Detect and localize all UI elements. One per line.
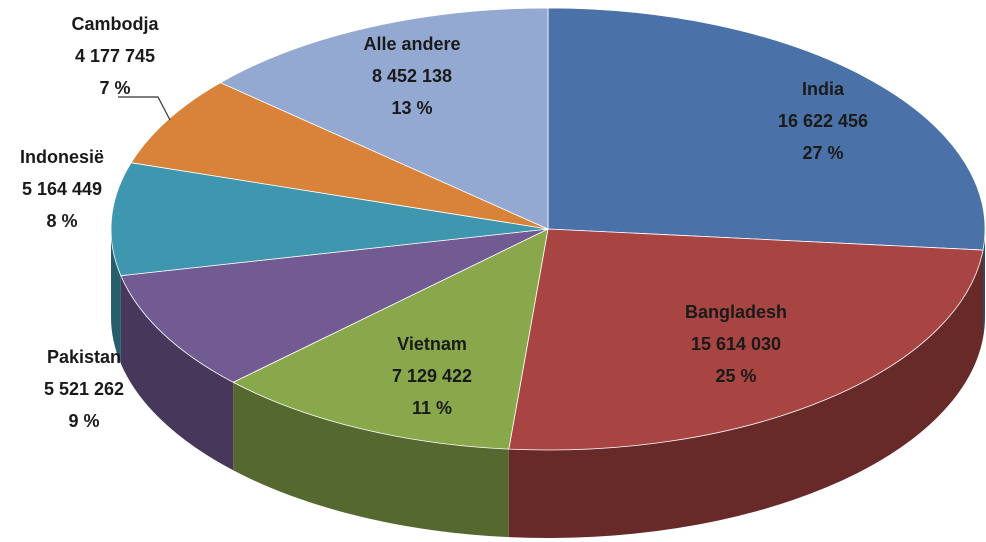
slice (130, 82, 549, 230)
value-label: 15 614 030 (691, 334, 781, 354)
percent-label: 13 % (391, 98, 432, 118)
slice (547, 7, 986, 251)
data-labels: India 16 622 456 27 % Bangladesh 15 614 030 2… (20, 14, 868, 431)
slice (110, 162, 549, 277)
percent-label: 25 % (715, 366, 756, 386)
category-label: Pakistan (47, 347, 121, 367)
slice-side (233, 382, 509, 538)
slice-side (120, 275, 234, 471)
slice (232, 228, 549, 450)
pie-tops (110, 7, 986, 451)
slice (120, 228, 549, 383)
slice-side (983, 229, 985, 339)
value-label: 8 452 138 (372, 66, 452, 86)
value-label: 16 622 456 (778, 111, 868, 131)
category-label: Alle andere (363, 34, 460, 54)
pie-sides (111, 229, 985, 538)
slice (219, 7, 549, 230)
percent-label: 9 % (68, 411, 99, 431)
slice-side (508, 250, 984, 538)
category-label: Vietnam (397, 334, 467, 354)
value-label: 5 521 262 (44, 379, 124, 399)
value-label: 7 129 422 (392, 366, 472, 386)
slice-side (111, 229, 121, 364)
percent-label: 7 % (99, 78, 130, 98)
value-label: 4 177 745 (75, 46, 155, 66)
category-label: Bangladesh (685, 302, 787, 322)
percent-label: 27 % (802, 143, 843, 163)
percent-label: 11 % (412, 398, 452, 418)
category-label: India (802, 79, 845, 99)
value-label: 5 164 449 (22, 179, 102, 199)
leader-line (118, 96, 171, 121)
slice (508, 228, 984, 451)
category-label: Cambodja (71, 14, 159, 34)
percent-label: 8 % (46, 211, 77, 231)
category-label: Indonesië (20, 147, 104, 167)
